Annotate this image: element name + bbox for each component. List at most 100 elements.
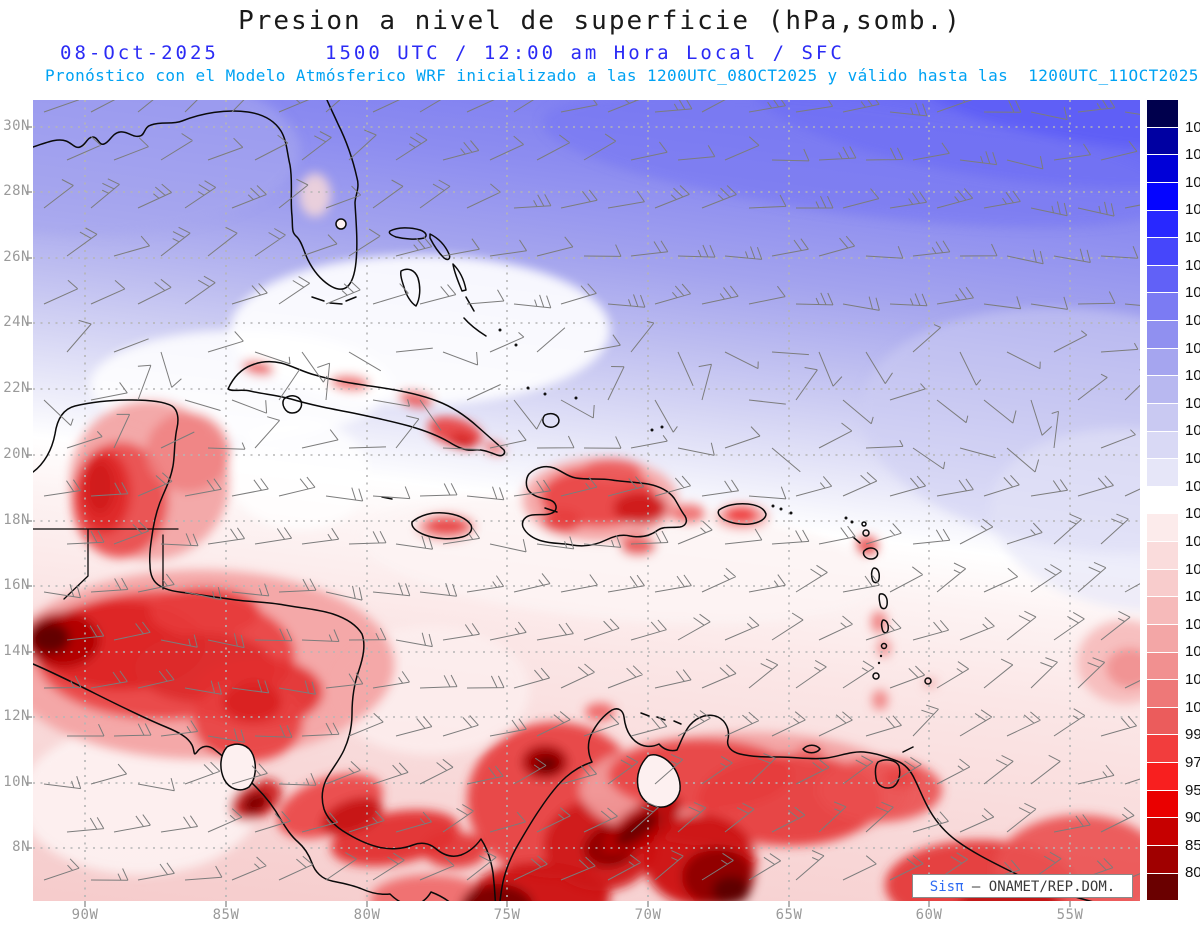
coast-cuba: [227, 360, 506, 457]
watermark-org: – ONAMET/REP.DOM.: [963, 879, 1116, 895]
pressure-blob: [450, 433, 476, 449]
pressure-blob: [585, 703, 615, 721]
colorbar-segment: [1147, 624, 1178, 652]
pressure-blob: [872, 690, 888, 710]
lat-label: 28N: [3, 183, 30, 199]
pressure-blob: [861, 307, 1140, 553]
pressure-blob: [370, 875, 490, 901]
pressure-blob: [423, 832, 487, 868]
colorbar-label: 1012: [1185, 532, 1200, 550]
pressure-blob: [33, 622, 70, 654]
pressure-blob: [461, 884, 533, 901]
small-cays: [498, 328, 883, 665]
lat-label: 18N: [3, 512, 30, 528]
colorbar-segment: [1147, 182, 1178, 210]
colorbar-segment: [1147, 293, 1178, 320]
pressure-blob: [712, 876, 750, 901]
forecast-time-label: 1500 UTC / 12:00 am Hora Local / SFC: [325, 42, 845, 64]
colorbar-label: 850: [1185, 836, 1200, 854]
colorbar-label: 1000: [1185, 698, 1200, 716]
forecast-date-label: 08-Oct-2025: [60, 42, 219, 64]
pressure-blob: [222, 682, 282, 722]
colorbar-label: 1030: [1185, 201, 1200, 219]
colorbar-segment: [1147, 514, 1178, 541]
lake-nicaragua: [220, 743, 257, 791]
pressure-blob: [1106, 648, 1140, 688]
colorbar-label: 1050: [1185, 118, 1200, 136]
coast-hispaniola: [521, 465, 688, 547]
colorbar-segment: [1147, 431, 1178, 459]
colorbar-label: 1025: [1185, 256, 1200, 274]
coast-centam-pacific: [33, 663, 450, 901]
colorbar-segment: [1147, 486, 1178, 514]
pressure-blob: [425, 517, 469, 535]
colorbar-label: 1017: [1185, 394, 1200, 412]
pressure-blob: [33, 725, 260, 875]
colorbar-label: 1028: [1185, 229, 1200, 247]
colorbar-segment: [1147, 403, 1178, 431]
colorbar-label: 950: [1185, 781, 1200, 799]
axis-ticks: [26, 126, 1071, 907]
gonave: [544, 507, 558, 513]
cayman: [381, 496, 393, 500]
pressure-blob: [818, 758, 942, 822]
colorbar-segment: [1147, 873, 1178, 901]
colorbar-label: 1008: [1185, 588, 1200, 606]
wind-barbs: [43, 100, 1140, 881]
colorbar-label: 1006: [1185, 615, 1200, 633]
colorbar-segment: [1147, 210, 1178, 238]
pressure-blob: [871, 611, 887, 633]
florida-keys: [311, 296, 357, 305]
lat-label: 26N: [3, 249, 30, 265]
colorbar-label: 1040: [1185, 146, 1200, 164]
colorbar-label: 1018: [1185, 367, 1200, 385]
coast-puerto-rico: [717, 503, 767, 525]
lon-label: 60W: [915, 907, 943, 923]
pressure-blob: [724, 507, 758, 523]
pressure-blob: [921, 100, 1140, 151]
colorbar-label: 970: [1185, 753, 1200, 771]
colorbar-segment: [1147, 735, 1178, 762]
latlon-gridlines: [33, 100, 1140, 901]
datetime-line: 08-Oct-2025 1500 UTC / 12:00 am Hora Loc…: [0, 42, 1200, 66]
colorbar-label: 1002: [1185, 671, 1200, 689]
lat-label: 12N: [3, 708, 30, 724]
colorbar-segment: [1147, 652, 1178, 680]
lake-okeechobee: [335, 218, 347, 230]
colorbar-segment: [1147, 238, 1178, 265]
colorbar-segment: [1147, 845, 1178, 873]
lon-label: 70W: [634, 907, 662, 923]
pressure-blob: [242, 360, 274, 376]
lon-label: 80W: [353, 907, 381, 923]
pressure-blob: [620, 536, 656, 556]
lat-label: 24N: [3, 314, 30, 330]
lat-label: 8N: [12, 839, 30, 855]
lesser-antilles-islets: [861, 521, 932, 685]
lon-label: 75W: [493, 907, 521, 923]
colorbar-label: 1035: [1185, 173, 1200, 191]
coast-gulf-florida: [33, 100, 359, 290]
colorbar-segment: [1147, 100, 1178, 127]
lon-label: 85W: [212, 907, 240, 923]
colorbar-label: 800: [1185, 864, 1200, 882]
page-title: Presion a nivel de superficie (hPa,somb.…: [238, 6, 962, 36]
lat-label: 14N: [3, 643, 30, 659]
watermark: Sisπ – ONAMET/REP.DOM.: [912, 874, 1133, 898]
colorbar-segment: [1147, 763, 1178, 790]
pressure-blob: [542, 509, 582, 533]
pressure-colorbar: [1147, 100, 1178, 901]
pressure-blob: [85, 460, 115, 514]
colorbar-segment: [1147, 790, 1178, 818]
colorbar-segment: [1147, 265, 1178, 293]
colorbar-label: 900: [1185, 809, 1200, 827]
lon-label: 65W: [775, 907, 803, 923]
colorbar-label: 1022: [1185, 284, 1200, 302]
wind-barb-field: [43, 100, 1140, 881]
lon-label: 55W: [1056, 907, 1084, 923]
lat-label: 30N: [3, 118, 30, 134]
colorbar-label: 1016: [1185, 422, 1200, 440]
pressure-blob: [990, 428, 1140, 612]
lat-label: 20N: [3, 446, 30, 462]
